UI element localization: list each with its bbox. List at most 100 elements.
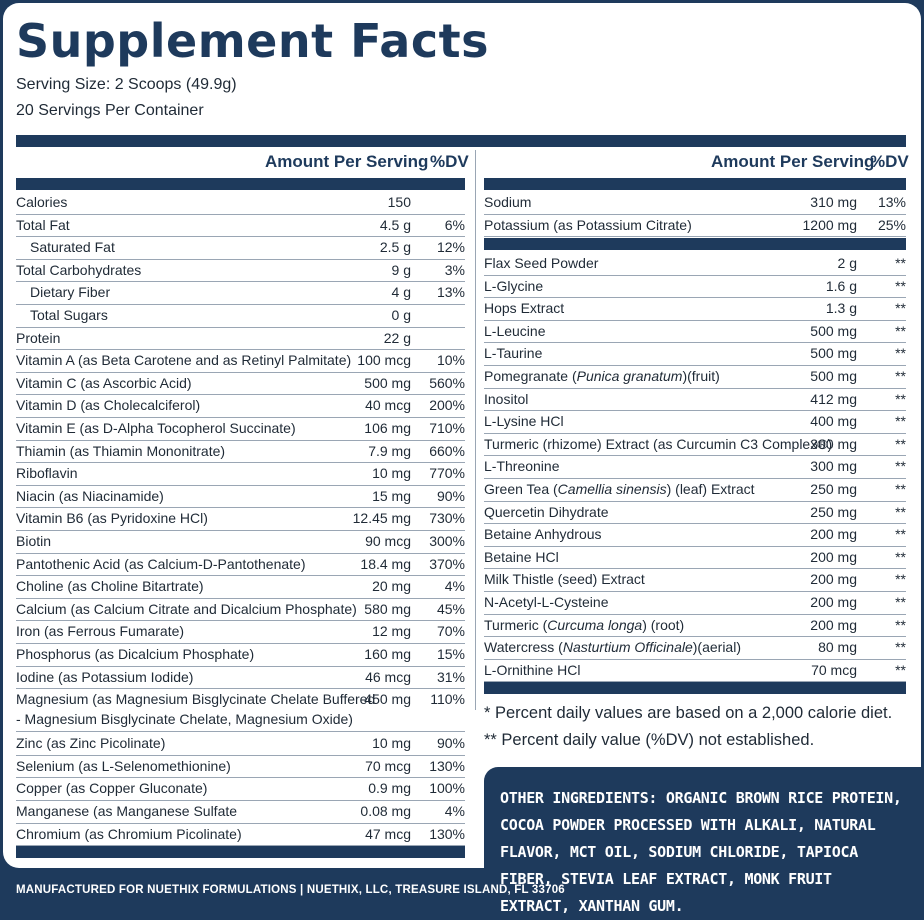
left-table-row: Thiamin (as Thiamin Mononitrate) 7.9 mg 66… [16,440,465,464]
left-table-row: Iron (as Ferrous Fumarate) 12 mg 70% [16,620,465,644]
nutrient-name: L-Ornithine HCl [484,661,581,678]
left-table-row: Calories 150 [16,191,465,215]
left-amount-header: Amount Per Serving [265,152,429,171]
manufacturer-line: MANUFACTURED FOR NUETHIX FORMULATIONS | … [16,884,565,896]
nutrient-name: Selenium (as L-Selenomethionine) [16,757,231,774]
left-table-row: Niacin (as Niacinamide) 15 mg 90% [16,485,465,509]
right-table-row: Hops Extract 1.3 g ** [484,297,906,321]
nutrient-amount: 200 mg [810,526,857,543]
nutrient-dv: ** [895,368,906,384]
nutrient-dv: ** [895,571,906,588]
right-table-row: Quercetin Dihydrate 250 mg ** [484,501,906,525]
right-table-row: Betaine HCl 200 mg ** [484,546,906,570]
nutrient-name: Inositol [484,390,529,407]
right-table-row: Flax Seed Powder 2 g ** [484,252,906,276]
right-table-row: Pomegranate (Punica granatum)(fruit) 500 … [484,365,906,389]
nutrient-name: L-Leucine [484,322,546,339]
nutrient-name: Biotin [16,533,52,549]
nutrient-amount: 500 mg [810,345,857,362]
nutrient-name: Dietary Fiber [30,284,111,301]
nutrient-name: Iodine (as Potassium Iodide) [16,668,194,685]
nutrient-dv: ** [895,435,906,452]
serving-size: Serving Size: 2 Scoops (49.9g) [16,76,237,93]
nutrient-name: Copper (as Copper Gluconate) [16,780,208,797]
nutrient-dv: 730% [429,510,465,527]
nutrient-amount: 40 mcg [365,397,411,414]
nutrient-dv: ** [895,616,906,633]
nutrient-amount: 0.9 mg [368,780,411,797]
nutrient-amount: 160 mg [364,646,411,662]
nutrient-dv: 560% [429,374,465,391]
nutrient-amount: 2.5 g [379,239,411,256]
nutrient-amount: 80 mg [818,639,857,656]
left-table-row: Dietary Fiber 4 g 13% [16,281,465,305]
right-top-table-row: Potassium (as Potassium Citrate) 1200 mg 2… [484,214,906,238]
nutrient-amount: 0.08 mg [360,803,411,819]
nutrient-name: Betaine Anhydrous [484,526,602,543]
page-title: Supplement Facts [16,14,489,68]
left-table-row: Choline (as Choline Bitartrate) 20 mg 4% [16,575,465,599]
left-table-row: Riboflavin 10 mg 770% [16,462,465,486]
servings-per-container: 20 Servings Per Container [16,102,204,119]
right-table-row: L-Threonine 300 mg ** [484,455,906,479]
nutrient-name: Vitamin A (as Beta Carotene and as Retin… [16,352,352,369]
nutrient-name: Sodium [484,194,532,210]
nutrient-name: N-Acetyl-L-Cysteine [484,594,609,610]
column-separator [475,150,476,710]
nutrient-amount: 1200 mg [802,216,857,233]
nutrient-name: L-Threonine [484,458,560,475]
nutrient-name: Quercetin Dihydrate [484,503,609,520]
nutrient-name: Vitamin E (as D-Alpha Tocopherol Succina… [16,420,296,436]
nutrient-dv: 10% [436,352,465,369]
nutrient-name: L-Glycine [484,277,544,294]
right-table-row: Turmeric (rhizome) Extract (as Curcumin … [484,433,906,457]
nutrient-name: Thiamin (as Thiamin Mononitrate) [16,442,226,459]
nutrient-amount: 500 mg [810,322,857,339]
nutrient-name: Turmeric (rhizome) Extract (as Curcumin … [484,435,833,452]
nutrient-dv: 100% [429,780,465,797]
right-table-row: Inositol 412 mg ** [484,388,906,412]
nutrient-dv: 370% [429,555,465,572]
right-table-row: Turmeric (Curcuma longa) (root) 200 mg ** [484,614,906,638]
nutrient-amount: 300 mg [810,458,857,475]
right-table-row: N-Acetyl-L-Cysteine 200 mg ** [484,591,906,615]
nutrient-amount: 106 mg [364,420,411,436]
left-table-row: Protein 22 g [16,327,465,351]
nutrient-name: Turmeric (Curcuma longa) (root) [484,616,685,633]
nutrient-name: Vitamin C (as Ascorbic Acid) [16,374,192,391]
nutrient-latin-name: Punica granatum [576,368,683,384]
nutrient-amount: 100 mcg [357,352,411,369]
nutrient-name: Phosphorus (as Dicalcium Phosphate) [16,646,255,662]
right-table-row: L-Lysine HCl 400 mg ** [484,410,906,434]
nutrient-amount: 300 mg [810,435,857,452]
nutrient-amount: 4.5 g [379,216,411,233]
nutrient-name: Chromium (as Chromium Picolinate) [16,825,242,842]
nutrient-amount: 500 mg [810,368,857,384]
nutrient-latin-name: Nasturtium Officinale [562,639,693,656]
right-table-row: Milk Thistle (seed) Extract 200 mg ** [484,568,906,592]
nutrient-dv: ** [895,322,906,339]
left-table-row: Selenium (as L-Selenomethionine) 70 mcg 13… [16,755,465,779]
left-bottom-bar [16,846,465,858]
nutrient-amount: 580 mg [364,600,411,617]
nutrient-dv: 25% [877,216,906,233]
nutrient-amount: 12 mg [372,623,411,640]
left-header-bar [16,178,465,190]
nutrient-name: Total Carbohydrates [16,261,142,278]
nutrient-dv: 13% [877,194,906,210]
left-table-row: Magnesium (as Magnesium Bisglycinate Che… [16,688,465,733]
left-table-row: Biotin 90 mcg 300% [16,530,465,554]
nutrient-name: L-Lysine HCl [484,413,564,430]
nutrient-amount: 70 mcg [811,661,857,678]
nutrient-amount: 18.4 mg [360,555,411,572]
nutrient-latin-name: Curcuma longa [547,616,643,633]
nutrient-dv: ** [895,481,906,497]
supplement-facts-panel [3,3,921,868]
nutrient-amount: 250 mg [810,503,857,520]
nutrient-dv: 660% [429,442,465,459]
nutrient-amount: 200 mg [810,616,857,633]
left-table-row: Phosphorus (as Dicalcium Phosphate) 160 m… [16,643,465,667]
right-header-bar [484,178,906,190]
nutrient-dv: 31% [436,668,465,685]
nutrient-amount: 412 mg [810,390,857,407]
